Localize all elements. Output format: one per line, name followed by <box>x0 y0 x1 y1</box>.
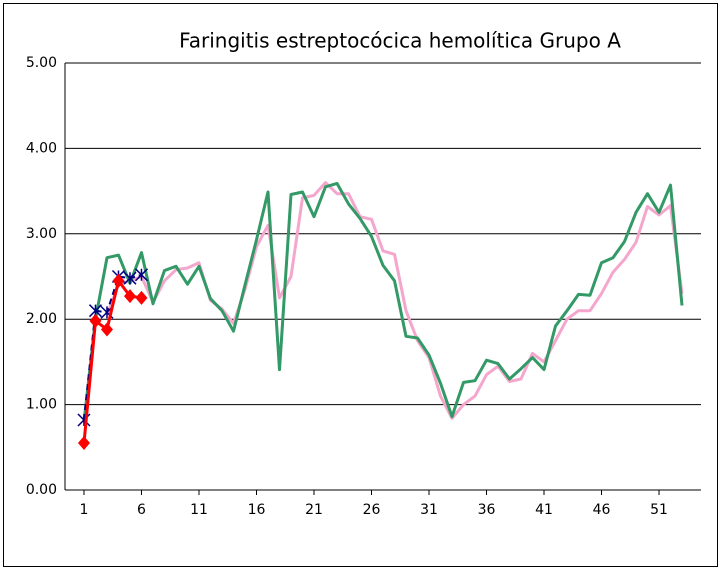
x-tick-label: 31 <box>420 502 438 518</box>
diamond-marker <box>112 273 125 288</box>
y-tick-label: 2.00 <box>26 311 57 327</box>
diamond-marker <box>77 436 90 451</box>
x-tick-label: 51 <box>650 502 668 518</box>
y-tick-label: 1.00 <box>26 397 57 413</box>
chart-title: Faringitis estreptocócica hemolítica Gru… <box>179 29 621 53</box>
x-tick-label: 11 <box>190 502 208 518</box>
x-tick-label: 1 <box>80 502 89 518</box>
chart-frame <box>3 3 718 567</box>
y-tick-label: 4.00 <box>26 140 57 156</box>
x-tick-label: 46 <box>593 502 611 518</box>
x-tick-label: 36 <box>478 502 496 518</box>
diamond-marker <box>123 289 136 304</box>
y-tick-label: 0.00 <box>26 482 57 498</box>
diamond-marker <box>89 313 102 328</box>
diamond-marker <box>135 290 148 305</box>
x-tick-label: 26 <box>363 502 381 518</box>
x-tick-label: 6 <box>137 502 146 518</box>
x-tick-label: 16 <box>248 502 266 518</box>
diamond-marker <box>100 322 113 337</box>
x-tick-label: 41 <box>535 502 553 518</box>
y-tick-label: 5.00 <box>26 55 57 71</box>
asterisk-marker <box>134 268 149 282</box>
y-tick-label: 3.00 <box>26 226 57 242</box>
series-line <box>82 181 684 422</box>
x-tick-label: 21 <box>305 502 323 518</box>
asterisk-marker <box>123 271 137 285</box>
